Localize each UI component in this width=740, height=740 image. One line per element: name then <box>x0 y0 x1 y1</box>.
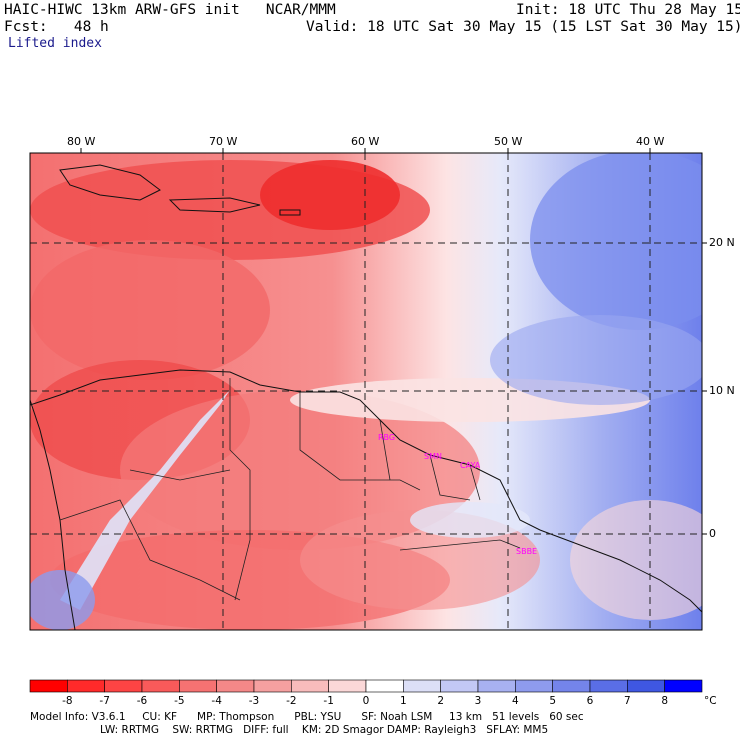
lon-label: 80 W <box>67 135 96 148</box>
stable-region <box>530 153 702 330</box>
colorbar-swatch <box>179 679 217 693</box>
colorbar-swatch <box>141 679 180 693</box>
colorbar-swatch <box>104 679 143 693</box>
unstable-region <box>260 160 400 230</box>
colorbar: -8 -7 -6 -5 -4 -3 -2 -1 0 1 2 3 4 5 6 7 8 °C <box>29 679 717 707</box>
station-label: SMN <box>424 452 442 461</box>
puerto-rico-coast <box>279 209 301 216</box>
border <box>379 419 391 481</box>
hispaniola-coast <box>168 197 261 213</box>
colorbar-label: 6 <box>587 695 594 707</box>
lon-label: 50 W <box>494 135 523 148</box>
colorbar-swatch <box>67 679 105 693</box>
border <box>299 392 421 491</box>
right-ticks <box>702 242 707 535</box>
colorbar-label: -6 <box>137 695 148 707</box>
andes-stable-strip <box>60 390 230 610</box>
stable-region <box>410 502 530 538</box>
colorbar-label: 7 <box>624 695 631 707</box>
lat-label: 0 <box>709 527 716 540</box>
colorbar-label: 0 <box>363 695 370 707</box>
colorbar-label: 3 <box>475 695 482 707</box>
south-america-coast <box>30 369 702 613</box>
colorbar-label: -3 <box>249 695 259 707</box>
colorbar-swatch <box>552 679 591 693</box>
border <box>429 454 471 501</box>
colorbar-label: 1 <box>400 695 407 707</box>
lon-label: 60 W <box>351 135 380 148</box>
colorbar-label: -5 <box>174 695 184 707</box>
map-field <box>30 153 702 630</box>
valid-time: Valid: 18 UTC Sat 30 May 15 (15 LST Sat … <box>306 19 740 35</box>
colorbar-swatch <box>403 679 441 693</box>
colorbar-swatch <box>291 679 329 693</box>
cuba-coast <box>59 164 161 201</box>
pacific-coast <box>30 399 76 630</box>
top-ticks <box>80 148 651 153</box>
lon-label: 70 W <box>209 135 238 148</box>
colorbar-swatch <box>216 679 255 693</box>
station-label: CAYA <box>460 461 481 470</box>
forecast-hour: Fcst: 48 h <box>4 19 109 35</box>
border <box>469 464 481 501</box>
colorbar-label: 4 <box>512 695 519 707</box>
colorbar-swatch <box>365 679 404 693</box>
colorbar-unit: °C <box>704 695 717 707</box>
lon-label: 40 W <box>636 135 665 148</box>
colorbar-swatch <box>477 679 516 693</box>
lat-label: 20 N <box>709 236 735 249</box>
colorbar-swatch <box>589 679 628 693</box>
stable-region <box>30 570 95 630</box>
graticule <box>30 153 702 630</box>
model-info-line: Model Info: V3.6.1 CU: KF MP: Thompson P… <box>30 711 584 723</box>
amazon-river <box>399 539 521 551</box>
colorbar-label: -1 <box>323 695 333 707</box>
colorbar-label: -2 <box>286 695 296 707</box>
physics-info-line: LW: RRTMG SW: RRTMG DIFF: full KM: 2D Sm… <box>100 724 549 736</box>
colorbar-swatch <box>515 679 553 693</box>
colorbar-swatch <box>253 679 292 693</box>
stable-region <box>490 315 702 405</box>
field-name: Lifted index <box>8 36 102 51</box>
border <box>129 469 231 481</box>
colorbar-swatch <box>627 679 665 693</box>
model-title: HAIC-HIWC 13km ARW-GFS init NCAR/MMM <box>4 2 336 18</box>
colorbar-label: -7 <box>99 695 109 707</box>
colorbar-label: -4 <box>211 695 222 707</box>
colorbar-label: 8 <box>661 695 668 707</box>
station-label: SBBE <box>516 547 537 556</box>
colorbar-label: 2 <box>437 695 444 707</box>
init-time: Init: 18 UTC Thu 28 May 15 <box>516 2 740 18</box>
station-label: RBG <box>378 433 395 442</box>
colorbar-label: -8 <box>62 695 72 707</box>
border <box>59 499 241 601</box>
coastlines <box>30 164 702 630</box>
colorbar-swatch <box>440 679 479 693</box>
country-borders <box>59 378 481 601</box>
colorbar-label: 5 <box>549 695 556 707</box>
unstable-region <box>30 240 270 380</box>
colorbar-swatch <box>328 679 367 693</box>
neutral-region <box>570 500 702 620</box>
border <box>229 378 251 601</box>
lat-label: 10 N <box>709 384 735 397</box>
stations: RBG SMN CAYA SBBE <box>378 433 537 556</box>
colorbar-swatch <box>29 679 68 693</box>
colorbar-swatch <box>664 679 703 693</box>
